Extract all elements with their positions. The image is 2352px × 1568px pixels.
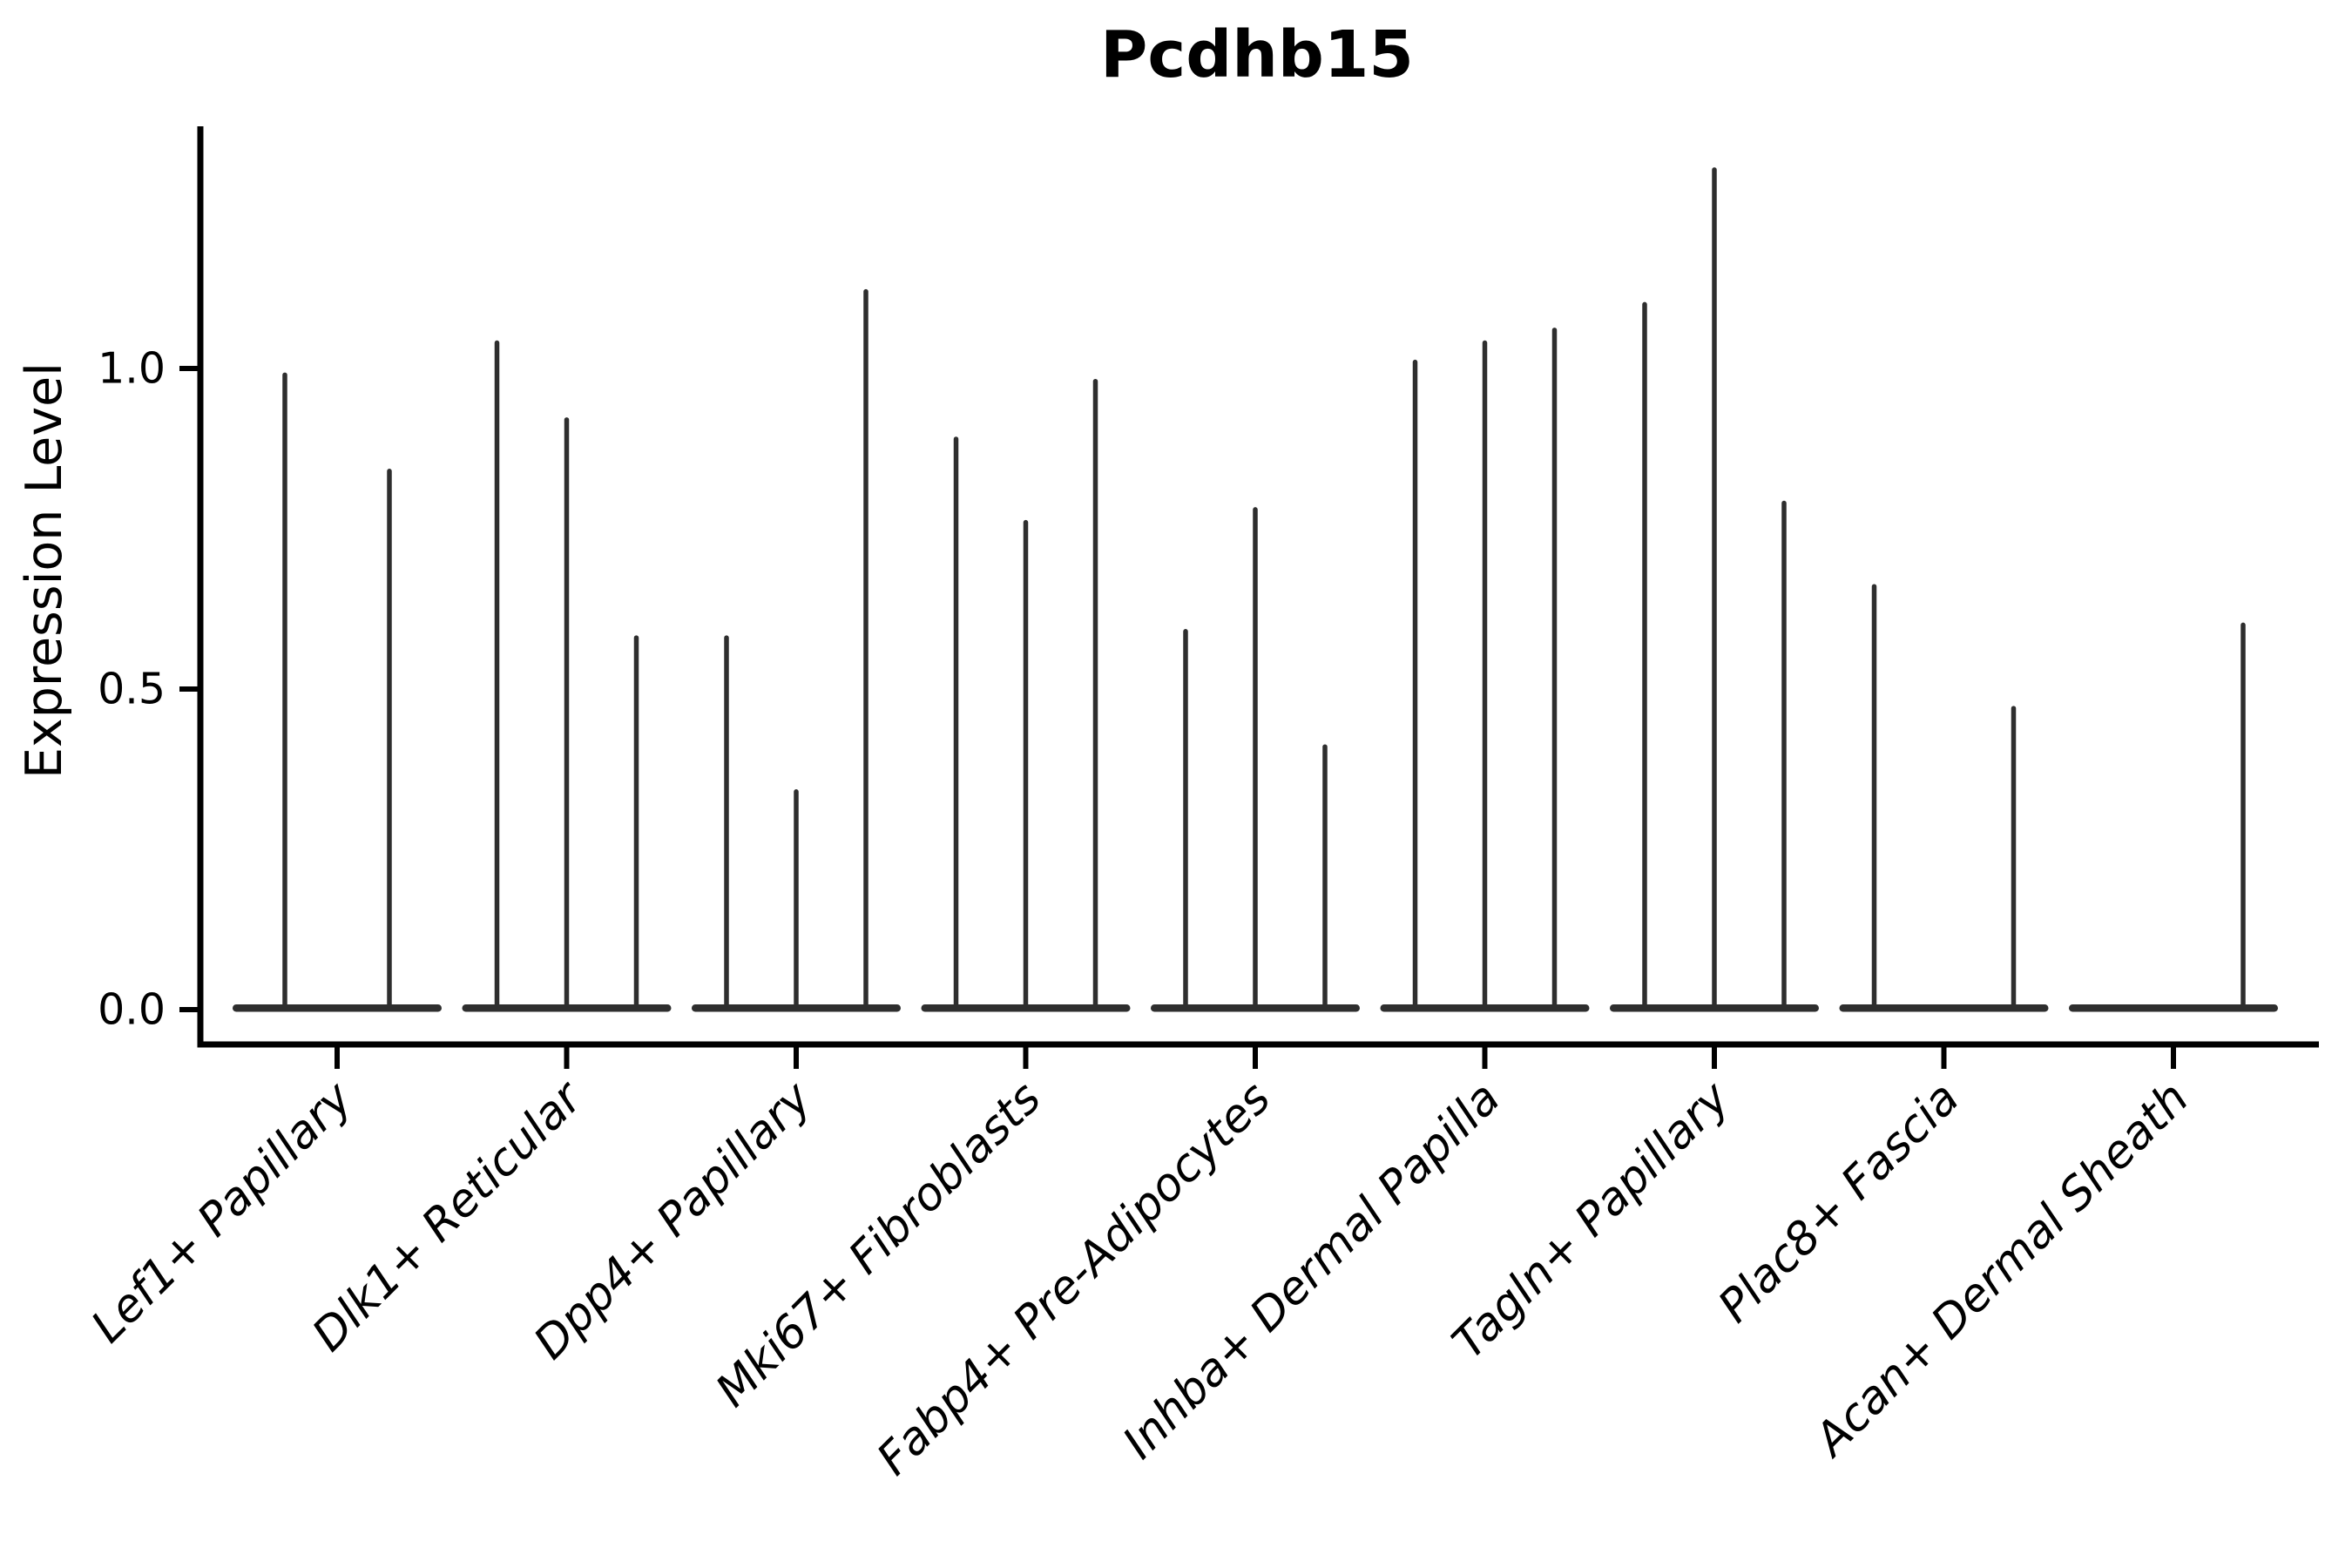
x-tick-label-4: Fabp4+ Pre-Adipocytes — [868, 1072, 1281, 1486]
violin-baseline-7 — [1839, 1004, 2049, 1012]
y-axis-label: Expression Level — [16, 362, 73, 779]
chart-title: Pcdhb15 — [1100, 17, 1414, 92]
violin-baseline-0 — [233, 1004, 442, 1012]
violin-baseline-8 — [2069, 1004, 2278, 1012]
y-tick-label-1.0: 1.0 — [98, 344, 166, 394]
x-tick-label-5: Inhba+ Dermal Papilla — [1113, 1072, 1511, 1470]
x-tick-label-7: Plac8+ Fascia — [1708, 1072, 1969, 1333]
x-tick-label-8: Acan+ Dermal Sheath — [1803, 1072, 2199, 1468]
x-axis-ticks — [335, 1044, 2176, 1069]
y-tick-label-0.5: 0.5 — [98, 665, 166, 714]
violins — [233, 167, 2278, 1012]
y-tick-label-0.0: 0.0 — [98, 985, 166, 1035]
y-axis-ticks: 0.0 0.5 1.0 — [98, 344, 200, 1035]
axes — [197, 126, 2319, 1048]
